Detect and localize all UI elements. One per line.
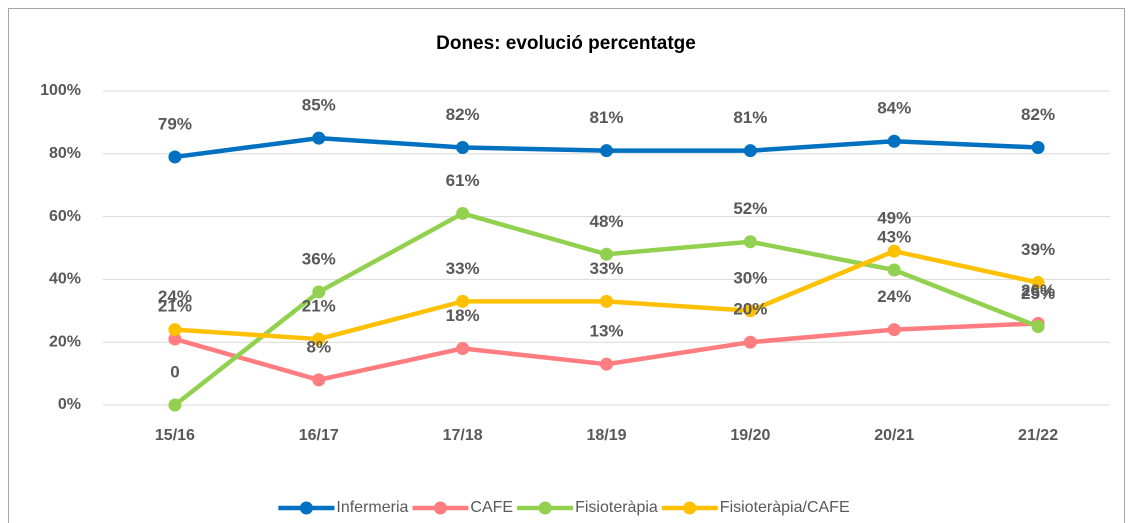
data-label: 18% <box>446 306 480 325</box>
point <box>743 304 757 318</box>
legend-marker <box>433 501 447 515</box>
data-label: 21% <box>302 297 336 316</box>
data-label: 48% <box>589 212 623 231</box>
legend-label: Fisioteràpia/CAFE <box>720 499 850 516</box>
point <box>312 332 326 346</box>
data-label: 49% <box>877 209 911 228</box>
data-label: 33% <box>589 259 623 278</box>
data-label: 13% <box>589 322 623 341</box>
legend: Infermeria CAFE Fisioteràpia Fisioteràpia/C… <box>278 499 850 516</box>
legend-label: Fisioteràpia <box>575 499 658 516</box>
x-tick-label: 15/16 <box>155 427 195 444</box>
data-label: 84% <box>877 99 911 118</box>
y-tick-label: 100% <box>40 82 81 99</box>
point <box>456 294 470 308</box>
point <box>743 335 757 349</box>
x-tick-label: 21/22 <box>1018 427 1058 444</box>
x-tick-label: 19/20 <box>730 427 770 444</box>
point <box>743 144 757 158</box>
data-label: 81% <box>589 108 623 127</box>
point <box>743 235 757 249</box>
data-label: 0 <box>170 362 179 381</box>
y-tick-label: 40% <box>49 271 81 288</box>
legend-marker <box>299 501 313 515</box>
x-tick-label: 17/18 <box>443 427 483 444</box>
data-label: 43% <box>877 227 911 246</box>
data-label: 20% <box>733 300 767 319</box>
data-label: 82% <box>1021 105 1055 124</box>
point <box>168 150 182 164</box>
point <box>887 134 901 148</box>
x-tick-label: 20/21 <box>874 427 914 444</box>
legend-marker <box>538 501 552 515</box>
y-tick-label: 60% <box>49 208 81 225</box>
chart-title: Dones: evolució percentatge <box>436 33 696 54</box>
legend-label: CAFE <box>470 499 513 516</box>
y-tick-label: 80% <box>49 145 81 162</box>
point <box>600 144 613 158</box>
point <box>312 285 326 299</box>
point <box>456 141 470 155</box>
data-label: 24% <box>877 287 911 306</box>
y-tick-label: 20% <box>49 333 81 350</box>
point <box>600 294 613 308</box>
point <box>456 341 470 355</box>
point <box>312 131 326 145</box>
data-label: 82% <box>446 105 480 124</box>
data-label: 81% <box>733 108 767 127</box>
point <box>168 332 182 346</box>
legend-marker <box>683 501 697 515</box>
data-label: 30% <box>733 268 767 287</box>
data-label: 25% <box>1021 284 1055 303</box>
chart-border <box>8 8 1125 523</box>
data-label: 33% <box>446 259 480 278</box>
point <box>887 263 901 277</box>
point <box>168 323 182 337</box>
point <box>600 357 613 371</box>
x-tick-label: 18/19 <box>586 427 626 444</box>
point <box>1031 320 1045 333</box>
point <box>168 398 182 412</box>
point <box>1031 276 1045 290</box>
point <box>312 373 326 387</box>
point <box>1031 141 1045 155</box>
data-label: 26% <box>1021 281 1055 300</box>
data-label: 8% <box>306 337 331 356</box>
x-tick-label: 16/17 <box>299 427 339 444</box>
data-label: 61% <box>446 171 480 190</box>
point <box>600 247 613 261</box>
data-label: 85% <box>302 96 336 115</box>
y-tick-label: 0% <box>58 396 81 413</box>
point <box>887 244 901 258</box>
legend-label: Infermeria <box>336 499 408 516</box>
data-label: 21% <box>158 297 192 316</box>
data-label: 52% <box>733 199 767 218</box>
data-label: 36% <box>302 249 336 268</box>
point <box>456 206 470 220</box>
data-label: 24% <box>158 287 192 306</box>
data-label: 79% <box>158 114 192 133</box>
point <box>887 323 901 337</box>
data-label: 39% <box>1021 240 1055 259</box>
